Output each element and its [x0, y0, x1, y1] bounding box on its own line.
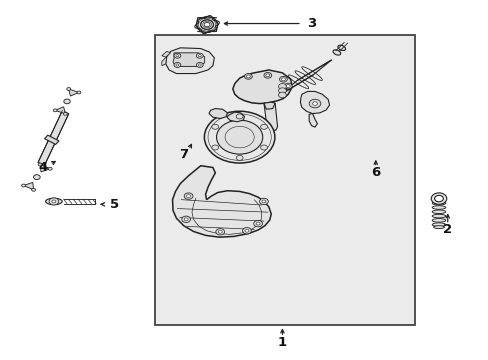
Ellipse shape [332, 50, 340, 55]
Circle shape [53, 109, 57, 112]
Circle shape [48, 167, 52, 170]
Circle shape [265, 74, 269, 77]
Circle shape [211, 145, 218, 150]
Polygon shape [40, 165, 50, 172]
Circle shape [278, 88, 286, 94]
Polygon shape [173, 53, 204, 66]
Circle shape [174, 63, 181, 67]
Polygon shape [172, 166, 271, 237]
Polygon shape [279, 60, 331, 95]
Polygon shape [165, 48, 214, 73]
Polygon shape [308, 113, 317, 127]
Polygon shape [69, 89, 79, 96]
Bar [154, 35, 414, 325]
Circle shape [67, 87, 70, 90]
Circle shape [434, 195, 443, 202]
Circle shape [21, 184, 25, 187]
Polygon shape [264, 102, 275, 109]
Circle shape [174, 53, 181, 58]
Circle shape [34, 175, 40, 180]
Ellipse shape [431, 202, 445, 205]
Circle shape [196, 17, 217, 32]
Text: 7: 7 [179, 148, 188, 161]
Circle shape [176, 55, 179, 57]
Ellipse shape [431, 206, 445, 209]
Circle shape [77, 91, 81, 94]
Circle shape [281, 78, 285, 81]
Polygon shape [23, 183, 34, 190]
Circle shape [246, 75, 250, 78]
Circle shape [284, 83, 291, 89]
Circle shape [184, 193, 193, 199]
Polygon shape [162, 51, 170, 57]
Circle shape [236, 114, 243, 119]
Polygon shape [300, 91, 329, 113]
Circle shape [244, 229, 248, 232]
Text: 1: 1 [277, 336, 286, 349]
Circle shape [49, 198, 59, 205]
Circle shape [253, 220, 262, 227]
Circle shape [196, 53, 203, 58]
Circle shape [264, 72, 271, 78]
Circle shape [260, 124, 267, 129]
Circle shape [196, 63, 203, 67]
Circle shape [32, 188, 36, 191]
Circle shape [242, 228, 251, 234]
Ellipse shape [45, 198, 62, 204]
Ellipse shape [216, 120, 262, 154]
Text: 4: 4 [39, 161, 48, 174]
Ellipse shape [431, 214, 445, 218]
Polygon shape [232, 70, 291, 104]
Ellipse shape [337, 45, 345, 50]
Circle shape [312, 102, 317, 105]
Circle shape [182, 216, 190, 222]
Circle shape [244, 73, 252, 79]
Text: 5: 5 [109, 198, 119, 211]
Ellipse shape [431, 223, 445, 226]
Ellipse shape [431, 210, 445, 213]
Polygon shape [208, 109, 227, 118]
Circle shape [63, 112, 67, 115]
Circle shape [176, 64, 179, 66]
Circle shape [218, 230, 222, 233]
Polygon shape [226, 112, 244, 122]
Circle shape [211, 124, 218, 129]
Circle shape [259, 198, 268, 204]
Circle shape [236, 156, 243, 160]
Circle shape [203, 22, 209, 27]
Polygon shape [55, 107, 65, 114]
Circle shape [286, 85, 289, 87]
Circle shape [198, 55, 201, 57]
Circle shape [64, 99, 70, 104]
Text: 2: 2 [442, 223, 451, 236]
Text: 6: 6 [370, 166, 380, 179]
Ellipse shape [204, 111, 274, 163]
Circle shape [278, 84, 286, 89]
Text: 3: 3 [306, 17, 316, 30]
Circle shape [279, 76, 287, 82]
Circle shape [260, 145, 267, 150]
Circle shape [308, 99, 320, 108]
Circle shape [38, 163, 42, 166]
Polygon shape [264, 103, 277, 131]
Circle shape [215, 229, 224, 235]
Polygon shape [162, 57, 166, 66]
Circle shape [201, 20, 213, 29]
Circle shape [186, 195, 190, 198]
Polygon shape [44, 135, 59, 144]
Ellipse shape [433, 226, 444, 229]
Circle shape [278, 92, 286, 98]
Circle shape [198, 64, 201, 66]
Circle shape [256, 222, 260, 225]
Circle shape [430, 193, 446, 204]
Circle shape [184, 218, 188, 221]
Circle shape [262, 200, 265, 203]
Circle shape [52, 200, 56, 203]
Ellipse shape [431, 219, 445, 222]
Polygon shape [38, 111, 69, 166]
